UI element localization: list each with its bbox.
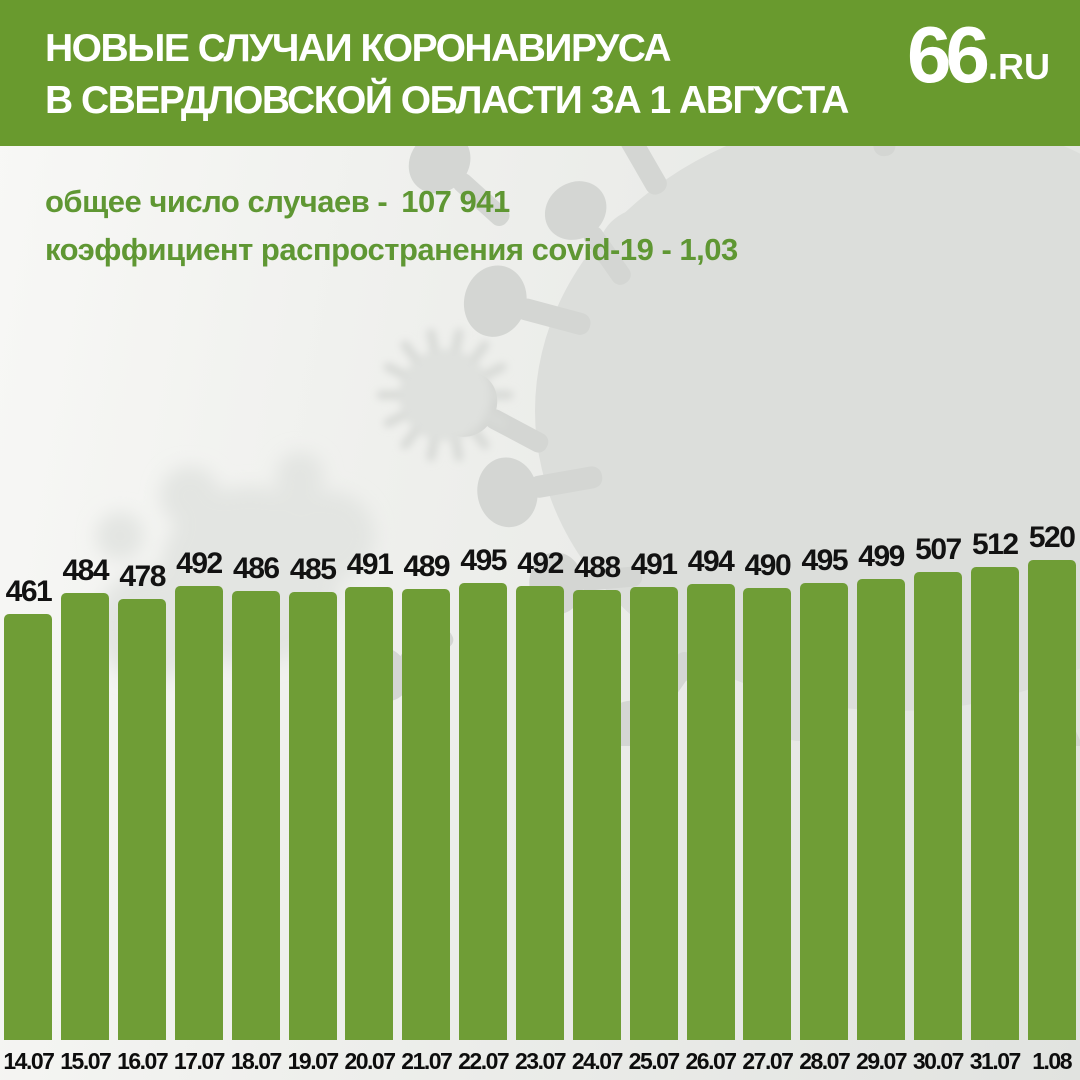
title-line-2: В СВЕРДЛОВСКОЙ ОБЛАСТИ ЗА 1 АВГУСТА <box>45 79 849 122</box>
total-cases-value: 107 941 <box>401 184 510 219</box>
bar-value-label: 495 <box>460 544 507 577</box>
bar <box>174 586 223 1040</box>
bar-column: 499 29.07 <box>853 540 910 1080</box>
spread-rate-line: коэффициент распространения covid-19 - 1… <box>45 226 738 274</box>
bar <box>800 583 849 1040</box>
bar-value-label: 495 <box>801 544 848 577</box>
summary-block: общее число случаев - 107 941 коэффициент… <box>45 178 738 274</box>
x-axis-label: 15.07 <box>60 1048 112 1074</box>
x-axis-label: 30.07 <box>912 1048 965 1074</box>
bar-value-label: 499 <box>858 540 905 573</box>
bar-value-label: 485 <box>289 553 337 586</box>
bar-column: 507 30.07 <box>910 533 967 1080</box>
bar-column: 484 15.07 <box>57 554 114 1080</box>
bar-column: 492 17.07 <box>171 547 228 1080</box>
bar <box>629 587 678 1040</box>
bar-column: 492 23.07 <box>512 547 569 1080</box>
small-virus-icon <box>376 328 514 462</box>
bar-value-label: 512 <box>971 528 1019 561</box>
bar-column: 495 28.07 <box>796 544 853 1080</box>
spread-rate-value: 1,03 <box>679 232 738 267</box>
x-axis-label: 16.07 <box>117 1048 169 1074</box>
bar <box>118 599 167 1040</box>
total-cases-line: общее число случаев - 107 941 <box>45 178 738 226</box>
bar-value-label: 489 <box>403 550 451 583</box>
bar-value-label: 492 <box>176 547 223 580</box>
bar-column: 489 21.07 <box>398 550 455 1080</box>
bar-value-label: 490 <box>744 549 792 582</box>
bar <box>288 592 337 1040</box>
x-axis-label: 21.07 <box>401 1048 453 1074</box>
logo-ru-text: .RU <box>988 46 1050 88</box>
bar-value-label: 491 <box>630 548 678 581</box>
bar-value-label: 520 <box>1028 521 1076 554</box>
x-axis-label: 31.07 <box>969 1048 1022 1074</box>
coronavirus-illustration <box>95 146 1080 746</box>
bar <box>970 567 1019 1040</box>
x-axis-label: 26.07 <box>685 1048 738 1074</box>
bar-value-label: 507 <box>915 533 962 566</box>
bar-value-label: 486 <box>233 552 280 585</box>
bar <box>459 583 508 1040</box>
bar-value-label: 491 <box>346 548 394 581</box>
bar-value-label: 492 <box>517 547 564 580</box>
bar-value-label: 461 <box>5 575 53 608</box>
bar <box>913 572 962 1040</box>
bar-column: 478 16.07 <box>114 560 171 1080</box>
bar <box>61 593 110 1040</box>
x-axis-label: 14.07 <box>3 1048 55 1074</box>
x-axis-label: 24.07 <box>571 1048 624 1074</box>
bar-column: 485 19.07 <box>284 553 341 1080</box>
bar-value-label: 478 <box>119 560 166 593</box>
bar-column: 491 20.07 <box>341 548 398 1080</box>
x-axis-label: 1.08 <box>1032 1048 1072 1074</box>
bar-column: 495 22.07 <box>455 544 512 1080</box>
x-axis-label: 23.07 <box>514 1048 567 1074</box>
bar <box>857 579 906 1040</box>
bar <box>572 590 621 1040</box>
x-axis-label: 22.07 <box>458 1048 510 1074</box>
bar <box>516 586 565 1040</box>
spread-rate-label: коэффициент распространения covid-19 - <box>45 232 672 267</box>
x-axis-label: 17.07 <box>173 1048 226 1074</box>
bar-column: 491 25.07 <box>625 548 682 1080</box>
x-axis-label: 29.07 <box>856 1048 908 1074</box>
bar-chart: 461 14.07 484 15.07 478 16.07 492 17.07 486 18.07… <box>0 460 1080 1080</box>
x-axis-label: 19.07 <box>287 1048 340 1074</box>
bar <box>345 587 394 1040</box>
x-axis-label: 28.07 <box>799 1048 851 1074</box>
x-axis-label: 20.07 <box>344 1048 396 1074</box>
bar-column: 486 18.07 <box>227 552 284 1080</box>
bar-column: 488 24.07 <box>568 551 625 1080</box>
header-banner: НОВЫЕ СЛУЧАИ КОРОНАВИРУСА В СВЕРДЛОВСКОЙ… <box>0 0 1080 146</box>
bar <box>231 591 280 1040</box>
bar-column: 512 31.07 <box>966 528 1023 1080</box>
x-axis-label: 27.07 <box>742 1048 794 1074</box>
title-line-1: НОВЫЕ СЛУЧАИ КОРОНАВИРУСА <box>45 27 672 70</box>
bar-column: 461 14.07 <box>0 575 57 1080</box>
bar <box>686 584 735 1040</box>
logo-66-text: 66 <box>907 10 990 99</box>
bar-column: 494 26.07 <box>682 545 739 1080</box>
page-title: НОВЫЕ СЛУЧАИ КОРОНАВИРУСА В СВЕРДЛОВСКОЙ… <box>45 23 849 127</box>
x-axis-label: 25.07 <box>628 1048 681 1074</box>
bar-value-label: 488 <box>574 551 621 584</box>
bar <box>4 614 53 1040</box>
bar-value-label: 494 <box>687 545 735 578</box>
bar-value-label: 484 <box>62 554 109 587</box>
bar <box>402 589 451 1040</box>
bar <box>743 588 792 1040</box>
bar-column: 490 27.07 <box>739 549 796 1080</box>
bar-column: 520 1.08 <box>1023 521 1080 1080</box>
logo-66ru: 66 .RU <box>907 10 1050 99</box>
total-cases-label: общее число случаев - <box>45 184 388 219</box>
x-axis-label: 18.07 <box>230 1048 283 1074</box>
bar <box>1027 560 1076 1040</box>
